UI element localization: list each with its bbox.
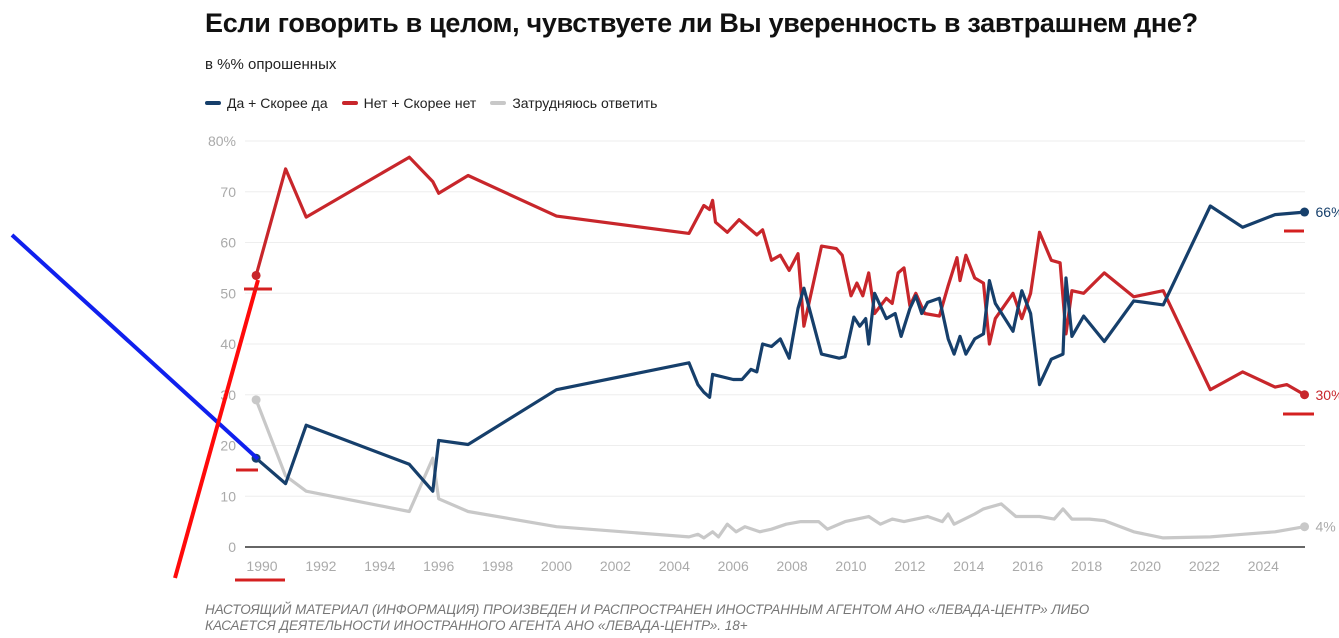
x-tick-label: 1990 [246,558,277,574]
y-tick-label: 20 [220,438,236,454]
x-tick-label: 2002 [600,558,631,574]
series-end-label: 4% [1316,519,1336,535]
chart-subtitle: в %% опрошенных [205,56,337,73]
y-tick-label: 70 [220,184,236,200]
legend-swatch [490,101,507,105]
series-start-point [251,395,261,405]
y-tick-label: 60 [220,235,236,251]
x-tick-label: 1996 [423,558,454,574]
legend-item-unsure: Затрудняюсь ответить [490,95,657,111]
series-end-label: 30% [1316,387,1339,403]
x-tick-label: 2020 [1130,558,1161,574]
x-tick-label: 2000 [541,558,572,574]
series-line-0 [255,204,1305,493]
legend-label: Да + Скорее да [227,95,328,111]
y-tick-label: 10 [220,488,236,504]
x-tick-label: 2024 [1248,558,1279,574]
y-tick-label: 80% [208,133,236,149]
legend-label: Нет + Скорее нет [363,95,477,111]
series-end-point [1300,522,1310,532]
footer-line: НАСТОЯЩИЙ МАТЕРИАЛ (ИНФОРМАЦИЯ) ПРОИЗВЕД… [205,602,1090,617]
y-tick-label: 40 [220,336,236,352]
footer-line: КАСАЕТСЯ ДЕЯТЕЛЬНОСТИ ИНОСТРАННОГО АГЕНТ… [205,618,748,633]
y-tick-label: 0 [228,539,236,555]
series-end-label: 66% [1316,204,1339,220]
legend-swatch [205,101,221,105]
x-tick-label: 2012 [894,558,925,574]
annotation-red-line [173,279,260,579]
x-tick-label: 2018 [1071,558,1102,574]
chart-title: Если говорить в целом, чувствуете ли Вы … [205,8,1198,38]
series-line-1 [254,155,1306,397]
x-tick-label: 1992 [305,558,336,574]
x-tick-label: 2006 [718,558,749,574]
x-tick-label: 2008 [777,558,808,574]
legend: Да + Скорее да Нет + Скорее нет Затрудня… [205,95,657,111]
series-end-point [1300,207,1310,217]
x-tick-label: 1994 [364,558,395,574]
legend-label: Затрудняюсь ответить [512,95,658,111]
x-tick-label: 2014 [953,558,984,574]
x-tick-label: 2010 [835,558,866,574]
legend-item-no: Нет + Скорее нет [341,95,477,111]
x-tick-label: 2016 [1012,558,1043,574]
x-tick-label: 2004 [659,558,690,574]
x-tick-label: 2022 [1189,558,1220,574]
series-line-2 [254,399,1305,540]
disclaimer-footer: НАСТОЯЩИЙ МАТЕРИАЛ (ИНФОРМАЦИЯ) ПРОИЗВЕД… [205,602,1089,634]
series-end-point [1300,390,1310,400]
y-tick-label: 50 [220,285,236,301]
x-tick-label: 1998 [482,558,513,574]
series-start-point [251,270,261,280]
legend-swatch [341,101,358,105]
legend-item-yes: Да + Скорее да [205,95,328,111]
